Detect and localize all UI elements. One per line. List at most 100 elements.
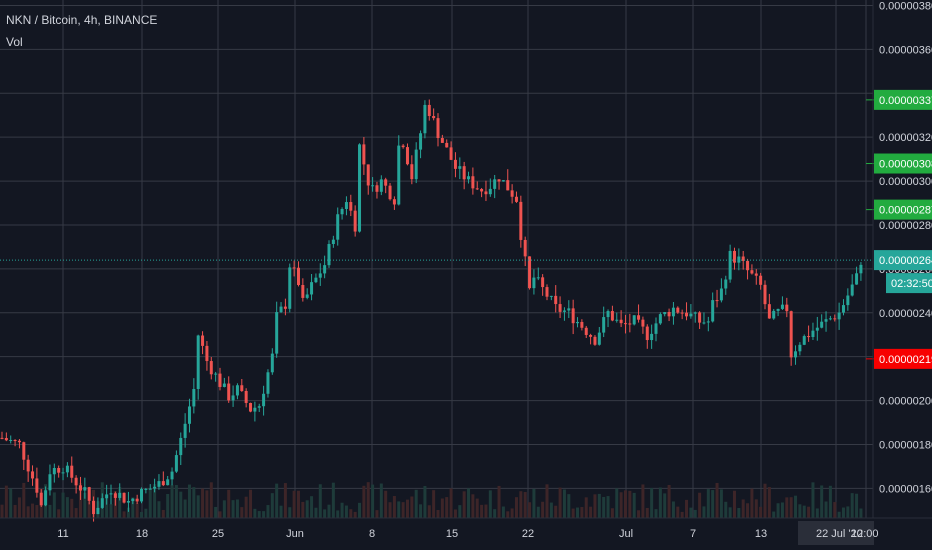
candle-body <box>650 333 654 341</box>
candle-body <box>610 311 614 321</box>
volume-bar <box>833 502 837 518</box>
volume-bar <box>545 484 549 518</box>
candle-body <box>567 308 571 311</box>
volume-bar <box>78 482 82 518</box>
candle-body <box>467 176 471 180</box>
volume-bar <box>74 508 78 518</box>
volume-bar <box>432 490 436 518</box>
volume-bar <box>732 490 736 518</box>
candle-body <box>174 455 178 472</box>
volume-bar <box>401 502 405 518</box>
volume-bar <box>140 511 144 518</box>
volume-bar <box>846 506 850 518</box>
volume-bar <box>65 497 69 518</box>
candle-body <box>615 319 619 321</box>
volume-bar <box>741 499 745 518</box>
volume-bar <box>214 506 218 518</box>
candles <box>0 99 863 522</box>
volume-bar <box>57 509 61 518</box>
candle-body <box>824 319 828 322</box>
volume-bar <box>135 503 139 518</box>
candle-body <box>480 188 484 192</box>
candle-body <box>724 279 728 289</box>
volume-bar <box>336 510 340 518</box>
last-price-label: 0.00000264 <box>879 255 932 267</box>
candle-body <box>366 164 370 186</box>
candle-body <box>462 166 466 180</box>
volume-bar <box>794 495 798 518</box>
candle-body <box>523 239 527 257</box>
volume-bar <box>828 485 832 518</box>
volume-bar <box>859 508 863 518</box>
candle-body <box>379 179 383 192</box>
volume-bar <box>493 509 497 518</box>
volume-bar <box>497 485 501 518</box>
volume-bar <box>240 507 244 518</box>
volume-bar <box>584 497 588 518</box>
candle-body <box>170 471 174 480</box>
volume-bar <box>362 485 366 518</box>
volume-bar <box>205 490 209 518</box>
candle-body <box>109 493 113 495</box>
volume-bar <box>528 502 532 518</box>
candle-body <box>676 307 680 313</box>
candle-body <box>31 471 35 479</box>
candle-body <box>375 185 379 192</box>
volume-bar <box>148 489 152 518</box>
volume-bar <box>798 504 802 518</box>
candle-body <box>711 300 715 322</box>
volume-bar <box>157 501 161 518</box>
last-price-badge <box>874 250 932 271</box>
volume-bar <box>323 509 327 518</box>
candle-body <box>157 481 161 487</box>
candle-body <box>292 267 296 269</box>
volume-bar <box>183 499 187 518</box>
candle-body <box>785 304 789 312</box>
volume-bar <box>554 505 558 518</box>
candle-body <box>48 474 52 491</box>
volume-bar <box>685 499 689 518</box>
volume-bar <box>179 491 183 518</box>
candle-body <box>262 393 266 407</box>
candle-body <box>314 277 318 283</box>
candle-body <box>645 326 649 341</box>
candle-body <box>105 494 109 499</box>
volume-bar <box>192 487 196 518</box>
volume-bar <box>719 489 723 518</box>
volume-bar <box>811 482 815 518</box>
candle-body <box>135 498 139 502</box>
volume-bar <box>253 508 257 518</box>
candle-body <box>440 138 444 143</box>
price-tick-label: 0.00000200 <box>879 396 932 408</box>
candle-body <box>850 284 854 296</box>
volume-bar <box>671 501 675 518</box>
candle-body <box>554 295 558 305</box>
candle-body <box>358 144 362 232</box>
candle-body <box>767 304 771 319</box>
candle-body <box>301 284 305 298</box>
volume-bar <box>52 492 56 518</box>
candle-body <box>266 372 270 394</box>
volume-bar <box>410 496 414 518</box>
candle-body <box>536 277 540 279</box>
volume-bar <box>785 497 789 518</box>
alert-price-badge <box>874 199 932 220</box>
price-tick-label: 0.00000360 <box>879 44 932 56</box>
candle-body <box>231 395 235 401</box>
volume-bar <box>310 496 314 518</box>
candle-body <box>558 304 562 312</box>
candle-body <box>410 164 414 180</box>
volume-bar <box>227 489 231 518</box>
candle-body <box>802 336 806 345</box>
volume-bar <box>776 503 780 518</box>
candle-body <box>153 486 157 489</box>
volume-bar <box>841 507 845 518</box>
candle-body <box>205 345 209 362</box>
candle-body <box>828 318 832 320</box>
volume-bar <box>358 502 362 518</box>
candle-body <box>196 335 200 390</box>
chart-title: NKN / Bitcoin, 4h, BINANCE <box>6 13 158 27</box>
volume-bar <box>70 498 74 518</box>
